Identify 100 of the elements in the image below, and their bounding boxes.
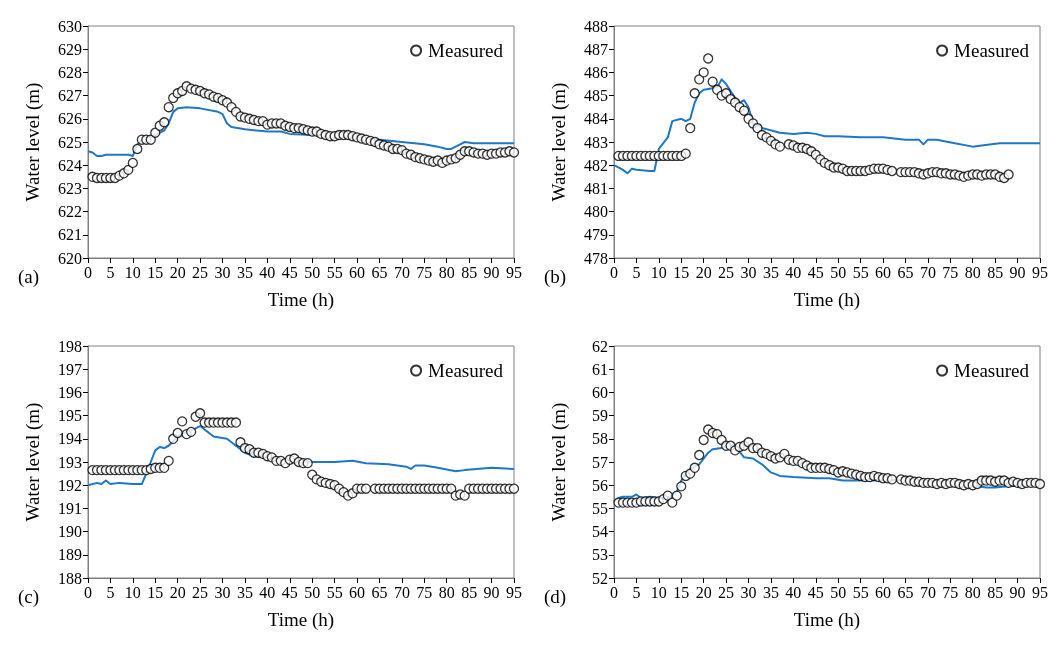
y-tick-label: 60: [592, 383, 608, 401]
y-tick-label: 483: [584, 133, 608, 151]
x-tick-label: 30: [214, 263, 231, 281]
y-tick-label: 59: [592, 407, 608, 425]
x-tick-label: 80: [964, 263, 981, 281]
x-tick-label: 55: [852, 583, 869, 601]
y-tick-label: 57: [592, 453, 608, 471]
x-tick-label: 85: [987, 583, 1004, 601]
y-tick-label: 623: [58, 179, 82, 197]
y-tick-label: 481: [584, 179, 608, 197]
y-axis-title: Water level (m): [548, 402, 570, 522]
x-tick-label: 45: [281, 583, 298, 601]
y-tick-label: 55: [592, 499, 608, 517]
legend-label: Measured: [954, 360, 1030, 381]
x-tick-label: 95: [506, 583, 522, 601]
x-tick-label: 35: [762, 263, 779, 281]
x-tick-label: 20: [695, 583, 712, 601]
x-tick-label: 35: [236, 263, 253, 281]
x-tick-label: 75: [942, 583, 959, 601]
y-tick-label: 628: [58, 63, 82, 81]
x-tick-label: 55: [326, 583, 343, 601]
x-axis-title: Time (h): [793, 289, 861, 311]
y-tick-label: 188: [58, 569, 82, 587]
legend-label: Measured: [428, 40, 504, 61]
y-tick-label: 52: [592, 569, 608, 587]
x-tick-label: 10: [124, 583, 141, 601]
y-tick-label: 479: [584, 226, 608, 244]
x-tick-label: 65: [897, 583, 914, 601]
x-tick-label: 90: [483, 583, 500, 601]
y-tick-label: 625: [58, 133, 82, 151]
x-tick-label: 25: [718, 263, 735, 281]
x-tick-label: 0: [84, 583, 92, 601]
y-tick-label: 486: [584, 63, 608, 81]
x-tick-label: 30: [740, 583, 757, 601]
x-tick-label: 10: [650, 583, 667, 601]
text: (d): [544, 586, 567, 608]
x-tick-label: 5: [106, 263, 115, 281]
x-tick-label: 80: [964, 583, 981, 601]
y-tick-label: 189: [58, 546, 82, 564]
x-tick-label: 40: [259, 263, 276, 281]
x-tick-label: 50: [304, 263, 321, 281]
x-tick-label: 20: [169, 263, 186, 281]
y-tick-label: 192: [58, 476, 82, 494]
x-tick-label: 25: [192, 583, 209, 601]
y-tick-label: 626: [58, 110, 82, 128]
x-tick-label: 45: [281, 263, 298, 281]
text: (b): [544, 266, 567, 288]
x-tick-label: 30: [740, 263, 757, 281]
x-tick-label: 95: [1032, 583, 1048, 601]
x-tick-label: 0: [610, 583, 618, 601]
x-tick-label: 5: [106, 583, 115, 601]
x-tick-label: 0: [610, 263, 618, 281]
x-tick-label: 20: [695, 263, 712, 281]
x-axis-title: Time (h): [267, 289, 335, 311]
y-tick-label: 485: [584, 87, 608, 105]
y-tick-label: 478: [584, 249, 608, 267]
x-tick-label: 50: [304, 583, 321, 601]
x-tick-label: 15: [673, 263, 690, 281]
y-tick-label: 197: [58, 360, 82, 378]
x-axis-title: Time (h): [267, 609, 335, 631]
x-tick-label: 20: [169, 583, 186, 601]
y-tick-label: 53: [592, 546, 608, 564]
x-tick-label: 85: [461, 263, 478, 281]
x-tick-label: 75: [416, 263, 433, 281]
x-tick-label: 55: [326, 263, 343, 281]
y-tick-label: 487: [584, 40, 608, 58]
x-tick-label: 65: [897, 263, 914, 281]
x-tick-label: 75: [416, 583, 433, 601]
text: (c): [18, 586, 40, 608]
x-tick-label: 25: [718, 583, 735, 601]
x-tick-label: 50: [830, 263, 847, 281]
x-tick-label: 60: [875, 263, 892, 281]
x-tick-label: 45: [807, 583, 824, 601]
y-tick-label: 196: [58, 383, 82, 401]
legend-label: Measured: [954, 40, 1030, 61]
y-tick-label: 627: [58, 87, 82, 105]
y-tick-label: 195: [58, 407, 82, 425]
x-tick-label: 80: [438, 263, 455, 281]
x-tick-label: 40: [785, 263, 802, 281]
y-axis-title: Water level (m): [22, 402, 44, 522]
x-tick-label: 95: [506, 263, 522, 281]
x-tick-label: 70: [393, 263, 410, 281]
x-tick-label: 10: [124, 263, 141, 281]
y-tick-label: 624: [58, 156, 82, 174]
x-tick-label: 35: [236, 583, 253, 601]
text: (a): [18, 266, 40, 288]
x-tick-label: 50: [830, 583, 847, 601]
x-tick-label: 70: [919, 583, 936, 601]
x-tick-label: 5: [632, 263, 641, 281]
x-tick-label: 60: [349, 263, 366, 281]
x-tick-label: 40: [785, 583, 802, 601]
x-tick-label: 15: [673, 583, 690, 601]
x-tick-label: 10: [650, 263, 667, 281]
y-tick-label: 190: [58, 523, 82, 541]
x-tick-label: 55: [852, 263, 869, 281]
y-tick-label: 193: [58, 453, 82, 471]
y-tick-label: 61: [592, 360, 608, 378]
x-tick-label: 25: [192, 263, 209, 281]
y-tick-label: 198: [58, 337, 82, 355]
y-tick-label: 62: [592, 337, 608, 355]
